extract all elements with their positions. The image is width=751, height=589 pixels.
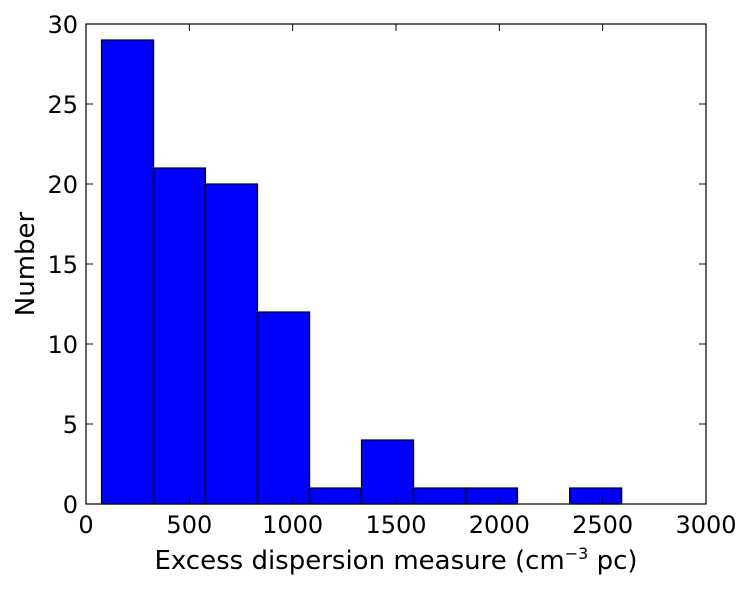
histogram-bar-1 (100, 39, 155, 505)
y-tick-label: 5 (63, 411, 78, 439)
y-axis-label: Number (11, 211, 41, 316)
x-axis-label: Excess dispersion measure (cm−3 pc) (154, 544, 637, 576)
histogram-bar-5 (309, 487, 363, 505)
y-tick-label: 20 (47, 171, 78, 199)
x-tick-label: 500 (166, 511, 212, 539)
x-axis-label-main: Excess dispersion measure (cm (154, 546, 564, 576)
x-tick-label: 1000 (262, 511, 323, 539)
histogram-bar-7 (412, 487, 467, 505)
histogram-bar-6 (360, 439, 415, 505)
y-tick-label: 15 (47, 251, 78, 279)
histogram-bar-2 (152, 167, 207, 505)
histogram-bar-3 (204, 183, 259, 505)
x-tick-label: 3000 (675, 511, 736, 539)
y-tick-label: 10 (47, 331, 78, 359)
x-axis-label-tail: pc) (588, 546, 637, 576)
y-tick-labels: 0 5 10 15 20 25 30 (47, 11, 78, 519)
y-tick-label: 0 (63, 491, 78, 519)
x-tick-label: 0 (78, 511, 93, 539)
bars-group (100, 39, 623, 505)
x-tick-label: 2000 (469, 511, 530, 539)
histogram-bar-4 (256, 311, 311, 505)
x-tick-label: 2500 (572, 511, 633, 539)
x-tick-label: 1500 (365, 511, 426, 539)
histogram-bar-10 (568, 487, 623, 505)
y-tick-label: 25 (47, 91, 78, 119)
x-tick-labels: 0 500 1000 1500 2000 2500 3000 (78, 511, 736, 539)
histogram-bar-8 (465, 487, 519, 505)
x-axis-label-superscript: −3 (565, 544, 589, 563)
plot-frame (85, 23, 707, 505)
y-tick-label: 30 (47, 11, 78, 39)
